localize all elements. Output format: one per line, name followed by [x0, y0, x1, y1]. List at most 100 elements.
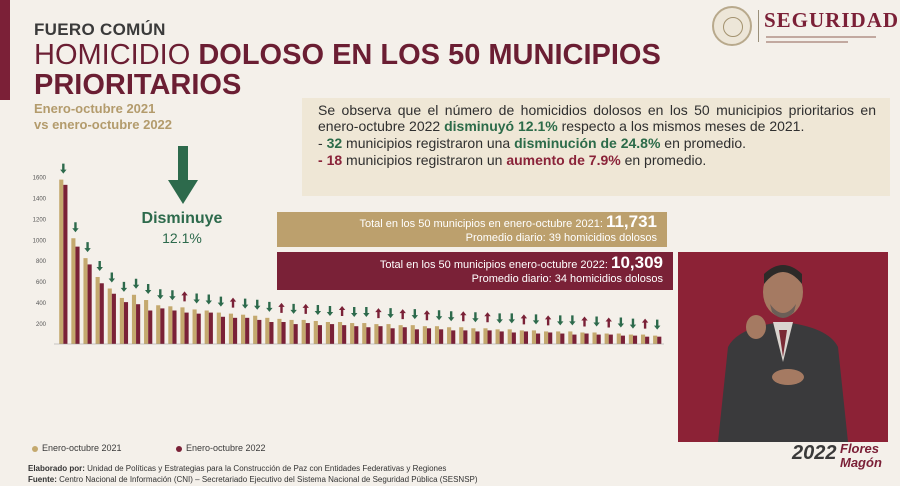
trend-up-icon	[338, 306, 346, 317]
trend-down-icon	[508, 313, 515, 324]
bar-2021	[422, 326, 427, 344]
total-2022-value: 10,309	[611, 253, 663, 272]
legend-2022: Enero-octubre 2022	[176, 443, 266, 453]
trend-down-icon	[472, 312, 479, 323]
bar-2021	[253, 315, 258, 344]
bar-2021	[168, 306, 173, 344]
bar-2022	[584, 333, 589, 344]
bar-2022	[402, 327, 407, 344]
bar-2022	[87, 264, 92, 344]
kicker: FUERO COMÚN	[34, 20, 166, 39]
bullet-dash: -	[318, 152, 327, 168]
bar-2021	[386, 324, 391, 344]
bar-2021	[350, 323, 355, 344]
bar-2022	[596, 334, 601, 344]
summary-text: respecto a los mismos meses de 2021.	[557, 118, 805, 134]
bar-2022	[426, 328, 432, 344]
arrow-down-svg	[168, 146, 198, 204]
bar-2022	[172, 310, 177, 344]
bar-2021	[531, 330, 537, 344]
trend-up-icon	[399, 309, 406, 320]
bar-2021	[59, 179, 64, 344]
total-2021-line: Total en los 50 municipios en enero-octu…	[277, 213, 658, 231]
bar-2021	[119, 297, 124, 344]
bar-2022	[536, 333, 541, 344]
bullet-text: municipios registraron una	[342, 135, 515, 151]
bar-2022	[499, 331, 504, 344]
bar-2022	[160, 308, 165, 344]
bar-2021	[228, 313, 234, 344]
bullet-highlight: aumento de 7.9%	[506, 152, 621, 168]
bar-2022	[136, 304, 141, 344]
bar-2021	[216, 312, 221, 344]
bar-2021	[604, 333, 609, 344]
bar-chart: 1600 1400 1200 1000 800 600 400 200	[0, 148, 680, 448]
bar-2022	[148, 310, 153, 344]
trend-up-icon	[278, 302, 285, 313]
total-2022-banner: Total en los 50 municipios enero-octubre…	[277, 252, 673, 290]
trend-down-icon	[593, 316, 600, 327]
bar-2022	[196, 313, 201, 344]
bar-2021	[289, 319, 294, 344]
bar-2022	[317, 325, 322, 344]
y-tick-label: 1400	[33, 196, 47, 202]
trend-down-icon	[266, 301, 273, 312]
summary-paragraph: Se observa que el número de homicidios d…	[318, 102, 876, 134]
bullet-count: 32	[326, 135, 343, 151]
trend-down-icon	[447, 311, 455, 322]
bar-chart-svg: 1600 1400 1200 1000 800 600 400 200	[33, 163, 664, 345]
bar-2022	[572, 334, 577, 344]
bar-2022	[63, 184, 68, 344]
trend-down-icon	[290, 303, 297, 314]
bar-2021	[95, 276, 100, 344]
bullet-text: municipios registraron un	[342, 152, 507, 168]
trend-down-icon	[557, 315, 564, 326]
sign-language-interpreter-video	[678, 252, 888, 442]
footer-fuente: Fuente: Centro Nacional de Información (…	[28, 474, 478, 485]
bullet-increase: - 18 municipios registraron un aumento d…	[318, 152, 876, 168]
bar-2022	[366, 327, 371, 344]
bar-2021	[507, 329, 512, 344]
legend-dot	[32, 445, 38, 452]
trend-down-icon	[132, 278, 140, 289]
trend-down-icon	[435, 310, 443, 321]
bar-2021	[265, 317, 270, 344]
bar-2021	[628, 334, 633, 344]
bar-2021	[653, 335, 658, 344]
trend-down-icon	[144, 284, 152, 295]
bar-2021	[580, 332, 585, 344]
bar-2022	[657, 336, 662, 344]
bar-2021	[313, 320, 318, 344]
bar-2022	[354, 326, 359, 344]
bar-2022	[184, 312, 189, 344]
bar-2021	[204, 310, 209, 344]
bar-2022	[220, 316, 226, 344]
bar-2022	[342, 325, 347, 344]
period-label: Enero-octubre 2021 vs enero-octubre 2022	[34, 101, 172, 133]
bar-2022	[463, 330, 468, 344]
trend-up-icon	[460, 311, 467, 322]
summary-highlight: disminuyó 12.1%	[444, 118, 558, 134]
bar-2021	[616, 333, 621, 344]
y-tick-label: 400	[36, 301, 47, 307]
bar-2022	[632, 335, 638, 344]
bar-2022	[99, 283, 104, 344]
bar-2021	[156, 305, 161, 344]
logo-subline	[766, 41, 848, 43]
callout-value: 12.1%	[162, 230, 202, 246]
logo-name-2: Magón	[840, 455, 882, 470]
bullet-dash: -	[318, 135, 327, 151]
logo-wordmark: SEGURIDAD	[764, 8, 900, 32]
logo-subline	[766, 36, 876, 38]
y-tick-label: 1200	[33, 217, 47, 223]
trend-down-icon	[84, 242, 91, 253]
total-2021-banner: Total en los 50 municipios en enero-octu…	[277, 212, 667, 247]
logo-year: 2022	[792, 442, 837, 464]
bar-2022	[439, 329, 444, 344]
arrow-down-icon	[168, 146, 198, 206]
bar-2022	[305, 323, 310, 344]
bar-2021	[410, 325, 415, 344]
trend-down-icon	[532, 314, 540, 325]
trend-down-icon	[617, 317, 625, 328]
bar-2021	[144, 300, 149, 344]
